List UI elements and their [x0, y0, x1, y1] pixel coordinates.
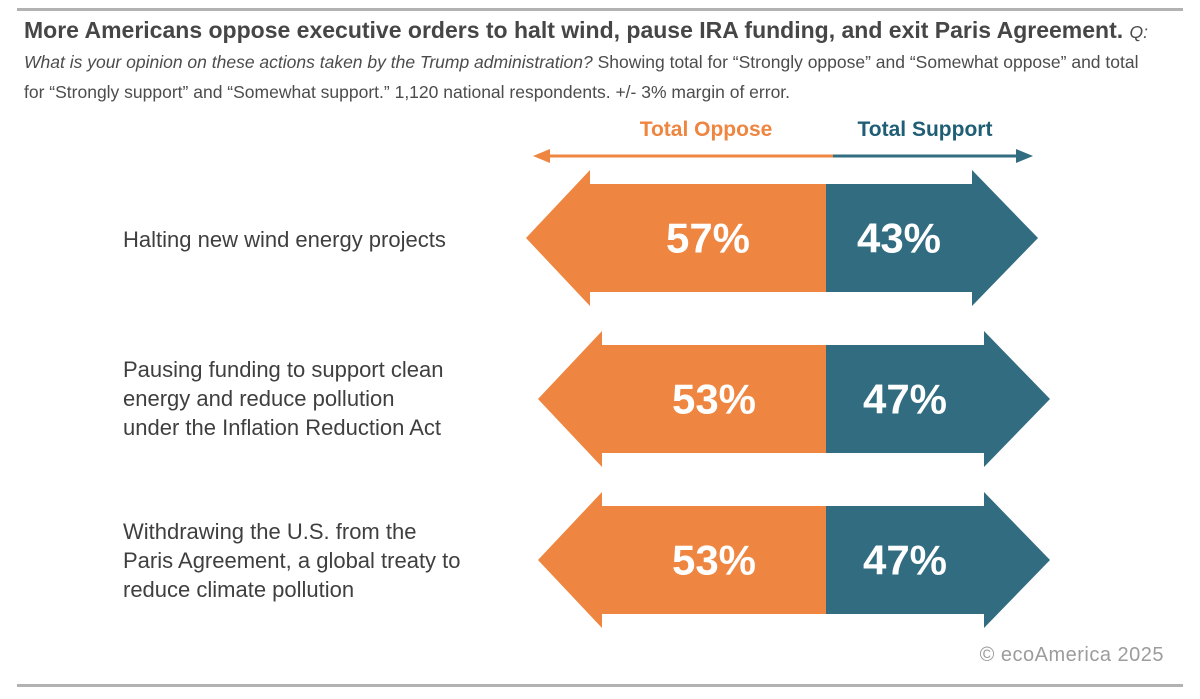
top-divider-line — [17, 8, 1183, 11]
legend-left-arrowhead-icon — [533, 149, 550, 163]
support-value: 47% — [863, 376, 947, 423]
oppose-arrow-shape — [538, 331, 826, 467]
oppose-arrow-shape — [538, 492, 826, 628]
legend-label-oppose: Total Oppose — [639, 118, 773, 141]
support-value: 47% — [863, 537, 947, 584]
oppose-arrow-shape — [526, 170, 826, 306]
survey-question: Q: What is your opinion on these actions… — [24, 22, 1149, 72]
legend-support-line — [833, 154, 1018, 158]
oppose-value: 57% — [666, 215, 750, 262]
row-label-paris: Withdrawing the U.S. from the Paris Agre… — [123, 519, 461, 602]
arrow-bar-ira: 53% 47% — [538, 331, 1050, 467]
header-text-block: More Americans oppose executive orders t… — [24, 16, 1148, 108]
legend-label-support: Total Support — [857, 118, 993, 141]
support-arrow-shape — [826, 331, 1050, 467]
support-value: 43% — [857, 215, 941, 262]
chart-title: More Americans oppose executive orders t… — [24, 17, 1130, 43]
arrow-bar-paris: 53% 47% — [538, 492, 1050, 628]
methodology-note: Showing total for “Strongly oppose” and … — [24, 52, 1139, 102]
copyright-credit: © ecoAmerica 2025 — [979, 644, 1164, 666]
bottom-divider-line — [17, 684, 1183, 687]
row-label-wind: Halting new wind energy projects — [123, 227, 446, 252]
legend-direction-axis — [533, 149, 1033, 163]
support-arrow-shape — [826, 492, 1050, 628]
legend-right-arrowhead-icon — [1016, 149, 1033, 163]
row-label-ira: Pausing funding to support clean energy … — [123, 357, 444, 440]
support-arrow-shape — [826, 170, 1038, 306]
oppose-value: 53% — [672, 376, 756, 423]
oppose-value: 53% — [672, 537, 756, 584]
arrow-bar-wind: 57% 43% — [526, 170, 1038, 306]
legend-oppose-line — [548, 154, 833, 158]
